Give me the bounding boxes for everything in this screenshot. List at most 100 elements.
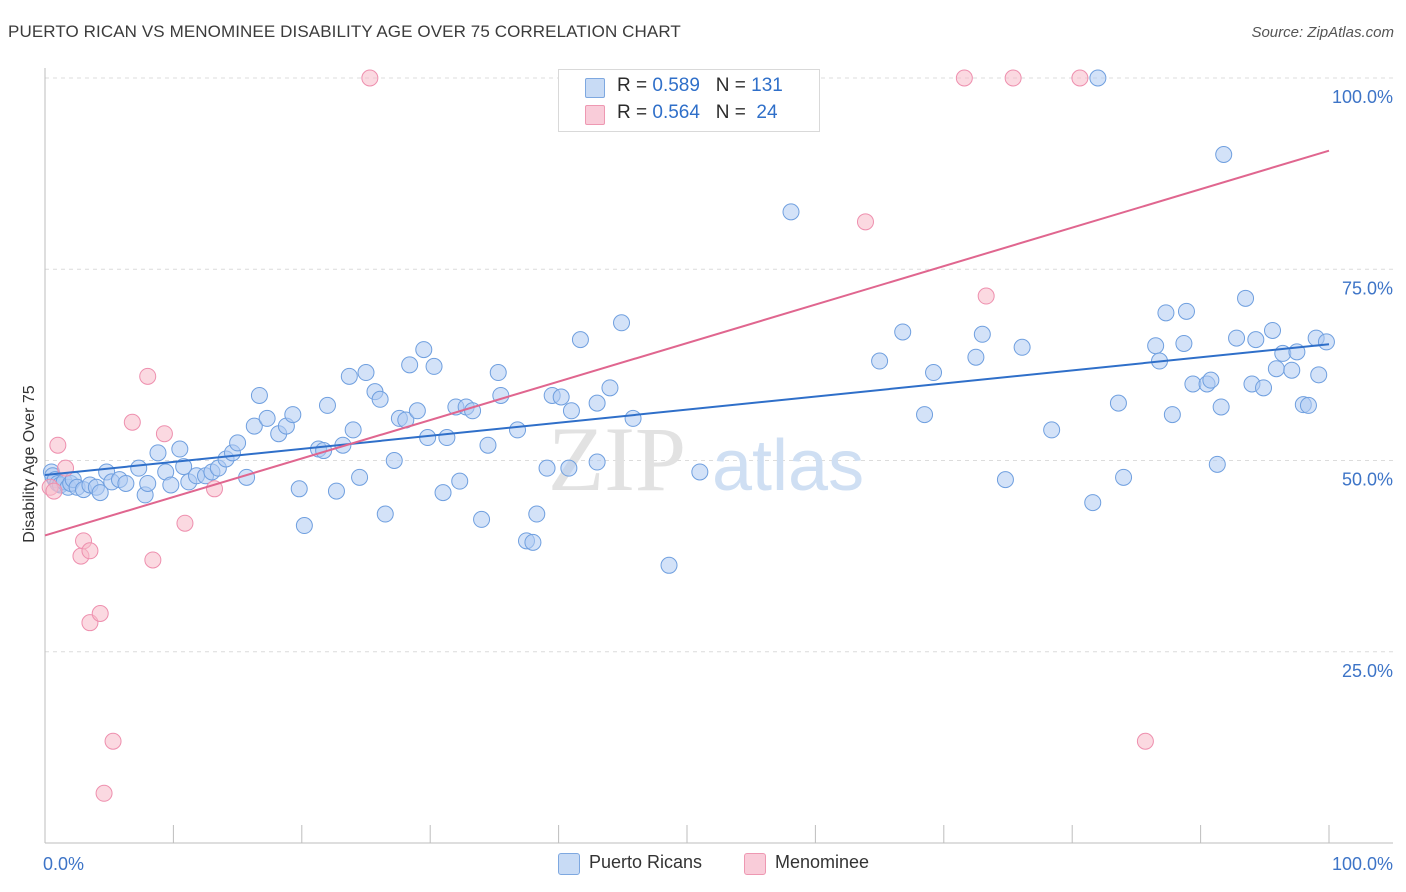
point-menominee (45, 482, 63, 500)
y-tick-label: 75.0% (1342, 278, 1393, 298)
point-menominee (91, 605, 109, 622)
point-menominee (977, 287, 995, 305)
trend-lines (44, 149, 1330, 537)
y-tick-label: 25.0% (1342, 661, 1393, 681)
point-puerto-ricans (1208, 455, 1226, 473)
point-puerto-ricans (871, 352, 889, 370)
point-puerto-ricans (139, 474, 157, 492)
point-puerto-ricans (1212, 398, 1230, 416)
r-value: 0.589 (652, 75, 700, 96)
point-puerto-ricans (1157, 304, 1175, 322)
point-puerto-ricans (295, 517, 313, 535)
point-puerto-ricans (1247, 331, 1265, 349)
point-puerto-ricans (318, 396, 336, 414)
point-puerto-ricans (117, 474, 135, 492)
point-puerto-ricans (601, 379, 619, 397)
legend-swatch-menominee (744, 853, 766, 875)
point-puerto-ricans (538, 459, 556, 477)
point-puerto-ricans (660, 556, 678, 574)
point-puerto-ricans (284, 406, 302, 424)
legend-label: Menominee (775, 852, 870, 872)
point-puerto-ricans (1084, 494, 1102, 512)
point-puerto-ricans (1147, 337, 1165, 355)
point-puerto-ricans (1283, 361, 1301, 379)
stats-box: R = 0.589 N = 131 R = 0.564 N = 24 (558, 69, 820, 132)
point-menominee (205, 480, 223, 498)
point-puerto-ricans (340, 367, 358, 385)
point-puerto-ricans (613, 314, 631, 332)
point-menominee (144, 551, 162, 569)
x-tick-label: 100.0% (1332, 854, 1393, 874)
point-puerto-ricans (91, 484, 109, 502)
point-puerto-ricans (973, 325, 991, 343)
n-label: N = (715, 102, 752, 123)
point-menominee (1136, 732, 1154, 750)
point-puerto-ricans (479, 436, 497, 454)
point-puerto-ricans (528, 505, 546, 523)
trend-line-puerto-ricans (44, 343, 1330, 477)
tick-labels: 100.0% 75.0% 50.0% 25.0% 0.0% 100.0% (43, 87, 1393, 874)
x-tick-label: 0.0% (43, 854, 84, 874)
point-puerto-ricans (588, 453, 606, 471)
point-puerto-ricans (451, 472, 469, 490)
point-menominee (955, 69, 973, 87)
point-puerto-ricans (149, 444, 167, 462)
r-value: 0.564 (652, 102, 700, 123)
point-puerto-ricans (434, 484, 452, 502)
point-puerto-ricans (408, 402, 426, 420)
point-menominee (81, 542, 99, 560)
chart-title: PUERTO RICAN VS MENOMINEE DISABILITY AGE… (8, 22, 681, 41)
point-puerto-ricans (357, 364, 375, 382)
point-puerto-ricans (1043, 421, 1061, 439)
point-puerto-ricans (327, 482, 345, 500)
point-puerto-ricans (344, 421, 362, 439)
point-puerto-ricans (588, 394, 606, 412)
point-puerto-ricans (1299, 396, 1317, 414)
point-puerto-ricans (171, 440, 189, 458)
point-puerto-ricans (967, 348, 985, 366)
stats-swatch-menominee (585, 105, 605, 125)
point-puerto-ricans (1215, 146, 1233, 163)
point-puerto-ricans (229, 434, 247, 452)
point-menominee (1004, 69, 1022, 87)
point-puerto-ricans (258, 409, 276, 427)
point-puerto-ricans (401, 356, 419, 374)
point-menominee (95, 784, 113, 802)
point-puerto-ricans (489, 364, 507, 382)
point-puerto-ricans (691, 463, 709, 481)
point-puerto-ricans (552, 388, 570, 406)
point-puerto-ricans (560, 459, 578, 477)
point-menominee (856, 213, 874, 231)
watermark-atlas: atlas (712, 426, 864, 506)
point-puerto-ricans (1089, 69, 1107, 87)
point-menominee (155, 425, 173, 443)
point-puerto-ricans (175, 458, 193, 476)
point-puerto-ricans (782, 203, 800, 221)
r-label: R = (617, 102, 653, 123)
point-puerto-ricans (351, 468, 369, 486)
trend-line-menominee (44, 149, 1330, 537)
point-menominee (1071, 69, 1089, 87)
point-puerto-ricans (290, 480, 308, 498)
point-puerto-ricans (376, 505, 394, 523)
point-puerto-ricans (562, 402, 580, 420)
series-menominee (41, 69, 1154, 802)
gridlines (45, 77, 1393, 653)
point-puerto-ricans (1237, 289, 1255, 307)
n-value: 131 (751, 75, 783, 96)
point-puerto-ricans (571, 331, 589, 349)
point-puerto-ricans (916, 406, 934, 424)
point-puerto-ricans (925, 364, 943, 382)
watermark: ZIP atlas (548, 408, 864, 510)
point-puerto-ricans (894, 323, 912, 341)
point-puerto-ricans (524, 533, 542, 551)
point-puerto-ricans (438, 429, 456, 447)
stats-row-puerto-ricans: R = 0.589 N = 131 (585, 75, 783, 99)
point-puerto-ricans (385, 452, 403, 469)
point-puerto-ricans (624, 409, 642, 427)
legend-swatch-puerto-ricans (558, 853, 580, 875)
point-puerto-ricans (415, 341, 433, 359)
y-axis-label: Disability Age Over 75 (21, 385, 38, 543)
point-puerto-ricans (1177, 302, 1195, 320)
